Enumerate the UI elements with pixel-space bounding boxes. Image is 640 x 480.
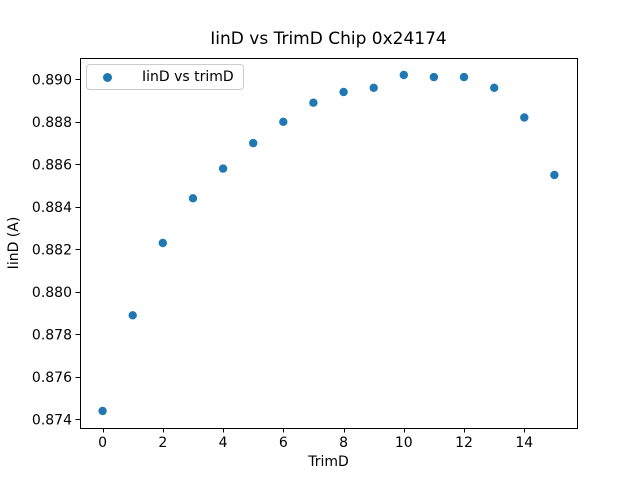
x-tick-label: 12: [455, 435, 473, 451]
x-axis-label: TrimD: [308, 454, 349, 470]
data-point: [309, 98, 318, 107]
data-point: [550, 170, 559, 180]
legend-marker-icon: [103, 72, 112, 82]
data-point: [249, 138, 258, 148]
data-point: [158, 238, 167, 248]
data-point: [188, 194, 198, 203]
chart-title: IinD vs TrimD Chip 0x24174: [210, 29, 447, 49]
x-tick-label: 8: [339, 435, 348, 451]
data-point: [429, 72, 439, 82]
data-point: [98, 406, 107, 416]
x-tick-label: 2: [158, 435, 167, 451]
x-tick-label: 10: [395, 435, 413, 451]
legend-label: IinD vs trimD: [142, 69, 234, 85]
x-tick-label: 6: [279, 435, 288, 451]
axes-frame: [80, 58, 578, 429]
data-point: [369, 83, 378, 93]
data-point: [279, 117, 288, 127]
y-tick-label: 0.880: [32, 285, 72, 301]
x-tick-label: 14: [515, 435, 533, 451]
data-point: [399, 70, 408, 80]
y-tick-label: 0.876: [32, 370, 72, 386]
data-point: [459, 72, 469, 82]
data-point: [339, 87, 348, 97]
y-tick-label: 0.890: [32, 72, 72, 88]
legend: IinD vs trimD: [86, 64, 244, 90]
y-axis-label: IinD (A): [6, 216, 22, 270]
y-tick-label: 0.886: [32, 157, 72, 173]
x-tick-label: 0: [98, 435, 107, 451]
data-point: [218, 164, 228, 173]
y-tick-label: 0.888: [32, 115, 72, 131]
data-point: [490, 83, 499, 93]
y-tick-label: 0.878: [32, 327, 72, 343]
data-point: [128, 311, 137, 320]
y-tick-label: 0.884: [32, 200, 72, 216]
y-tick-label: 0.882: [32, 242, 72, 258]
y-tick-label: 0.874: [32, 412, 72, 428]
x-tick-label: 4: [219, 435, 228, 451]
data-point: [520, 113, 529, 122]
